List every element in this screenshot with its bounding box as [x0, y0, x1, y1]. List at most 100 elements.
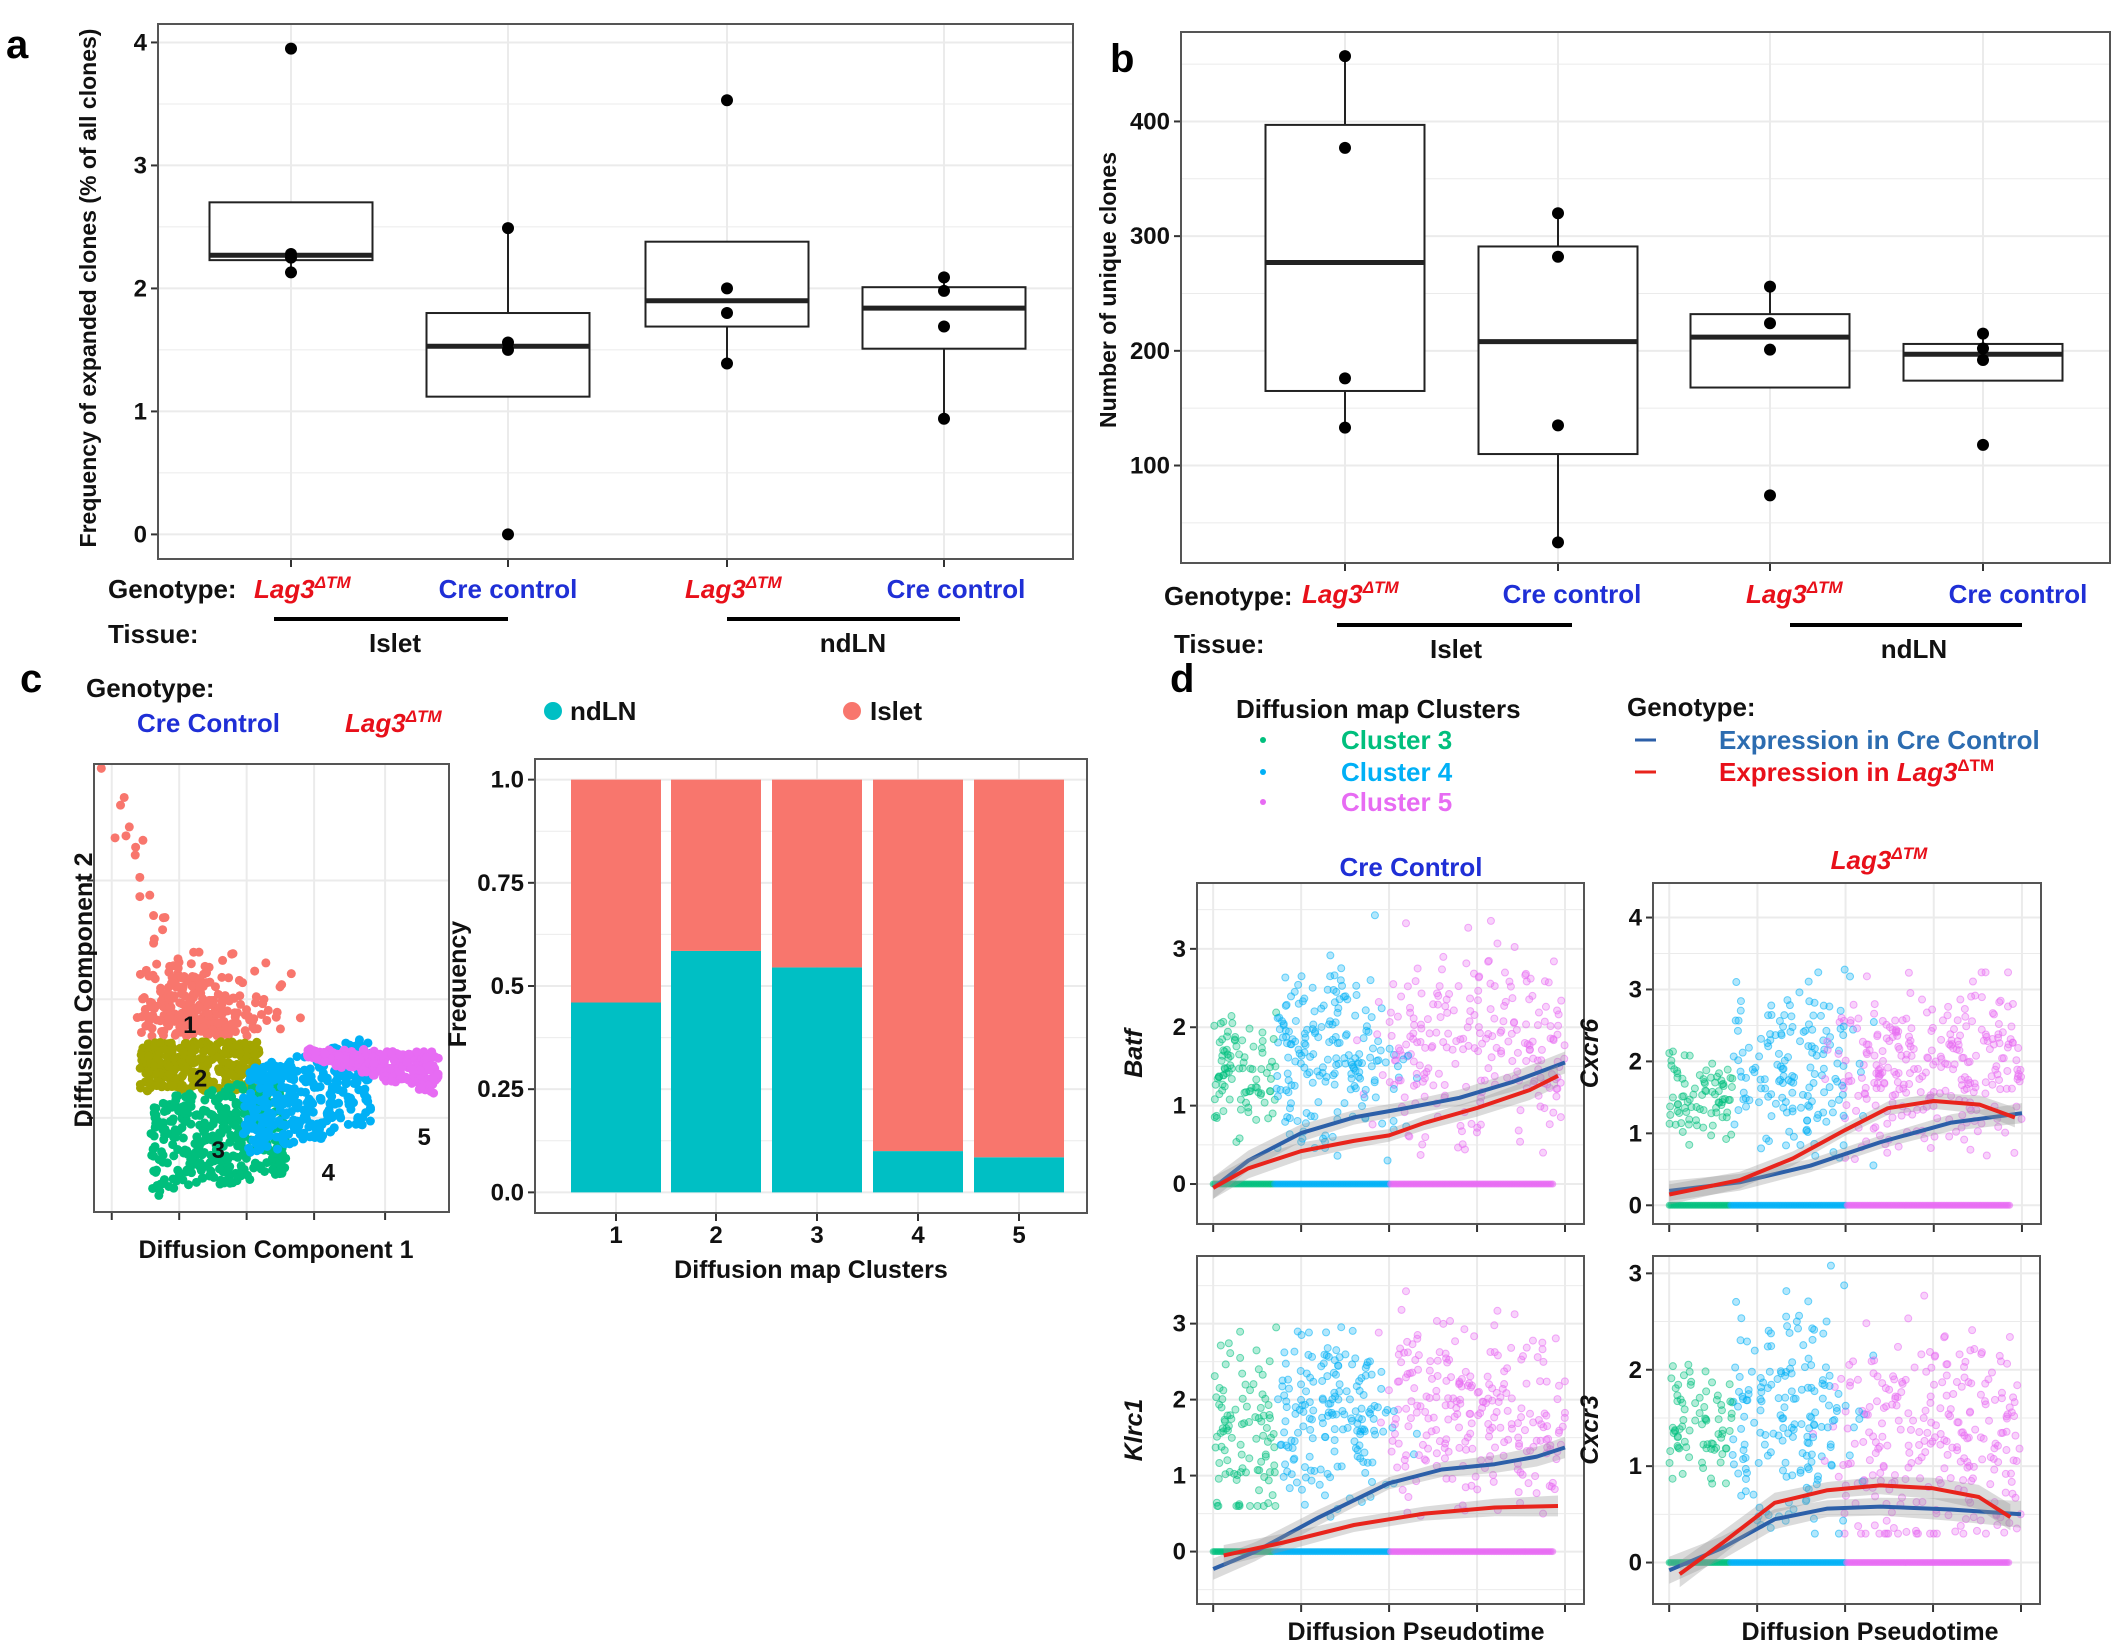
cell-point	[1302, 1387, 1311, 1396]
cell-point	[1952, 1378, 1961, 1387]
cell-point	[360, 1090, 370, 1100]
cell-point	[209, 1172, 219, 1182]
cell-point	[1432, 1449, 1441, 1458]
cell-point	[1796, 1103, 1805, 1112]
cell-point	[1322, 1328, 1331, 1337]
cell-point	[1284, 1384, 1293, 1393]
cell-point	[149, 1109, 159, 1119]
cell-point	[1946, 1030, 1955, 1039]
cell-point	[1953, 1016, 1962, 1025]
cell-point	[218, 955, 228, 965]
cell-point	[1417, 1024, 1426, 1033]
cell-point	[1474, 996, 1483, 1005]
cell-point	[1269, 1035, 1278, 1044]
cell-point	[252, 1105, 262, 1115]
cell-point	[1377, 1384, 1386, 1393]
cell-point	[1995, 998, 2004, 1007]
cell-point	[228, 949, 238, 959]
cell-point	[1330, 1080, 1339, 1089]
cell-point	[1960, 1454, 1969, 1463]
cell-point	[333, 1110, 343, 1120]
cell-point	[1421, 1133, 1430, 1142]
cell-point	[1834, 1472, 1843, 1481]
cell-point	[1926, 1144, 1935, 1153]
cell-point	[1305, 1414, 1314, 1423]
cell-point	[1883, 1063, 1892, 1072]
cell-point	[1508, 1057, 1517, 1066]
data-point	[1552, 419, 1564, 432]
cell-point	[1489, 1477, 1498, 1486]
cell-point	[1522, 1343, 1531, 1352]
y-tick-label: 0	[1173, 1539, 1186, 1566]
cell-point	[1283, 1069, 1292, 1078]
cell-point	[1282, 1086, 1291, 1095]
cell-point	[1940, 1332, 1949, 1341]
cell-point	[1522, 1379, 1531, 1388]
cell-point	[1875, 1442, 1884, 1451]
cell-point	[1318, 1068, 1327, 1077]
cell-point	[1294, 999, 1303, 1008]
cell-point	[1332, 1410, 1341, 1419]
cell-point	[1730, 1120, 1739, 1129]
cell-point	[1212, 1498, 1221, 1507]
cell-point	[226, 1069, 236, 1079]
cell-point	[316, 1095, 326, 1105]
cell-point	[1253, 1501, 1262, 1510]
cell-point	[158, 1179, 168, 1189]
cell-point	[1513, 1419, 1522, 1428]
cell-point	[1413, 1331, 1422, 1340]
cell-point	[1401, 1287, 1410, 1296]
cell-point	[1409, 1034, 1418, 1043]
y-tick-label: 3	[134, 152, 147, 179]
cell-point	[1285, 1484, 1294, 1493]
cell-point	[1902, 1527, 1911, 1536]
cell-point	[2000, 1528, 2009, 1537]
cell-point	[1726, 1073, 1735, 1082]
cell-point	[1840, 1281, 1849, 1290]
cell-point	[1259, 1431, 1268, 1440]
cell-point	[1212, 1432, 1221, 1441]
cell-point	[1869, 1161, 1878, 1170]
cell-point	[191, 1177, 201, 1187]
cell-point	[1249, 1042, 1258, 1051]
cell-point	[1526, 1409, 1535, 1418]
cell-point	[1361, 1006, 1370, 1015]
cell-point	[257, 1120, 267, 1130]
cell-point	[1989, 1010, 1998, 1019]
cell-point	[300, 1087, 310, 1097]
cell-point	[1246, 1501, 1255, 1510]
cell-point	[2014, 1070, 2023, 1079]
cell-point	[1791, 1394, 1800, 1403]
cell-point	[1283, 1467, 1292, 1476]
cell-point	[1685, 1453, 1694, 1462]
cell-point	[1977, 1025, 1986, 1034]
cell-point	[1757, 1397, 1766, 1406]
cell-point	[1666, 1102, 1675, 1111]
cell-point	[222, 1006, 232, 1016]
cell-point	[1284, 1053, 1293, 1062]
cell-point	[1742, 1102, 1751, 1111]
cell-point	[1521, 969, 1530, 978]
genotype-cre: Cre Control	[137, 708, 280, 738]
cell-point	[158, 913, 168, 923]
cell-point	[1981, 1379, 1990, 1388]
cell-point	[1404, 1422, 1413, 1431]
cell-point	[1473, 1485, 1482, 1494]
cell-point	[1733, 1026, 1742, 1035]
cell-point	[219, 1176, 229, 1186]
cell-point	[1318, 1394, 1327, 1403]
cell-point	[197, 979, 207, 989]
cell-point	[242, 1031, 252, 1041]
cell-point	[158, 925, 168, 935]
y-tick-label: 0.25	[477, 1076, 524, 1103]
cell-point	[1855, 1059, 1864, 1068]
cell-point	[1804, 1297, 1813, 1306]
cell-point	[1913, 1064, 1922, 1073]
y-tick-label: 2	[1629, 1357, 1642, 1384]
plot-background	[1653, 883, 2041, 1224]
cell-point	[1441, 1002, 1450, 1011]
cell-point	[1994, 1458, 2003, 1467]
cell-point	[1487, 1053, 1496, 1062]
data-point	[502, 222, 514, 235]
